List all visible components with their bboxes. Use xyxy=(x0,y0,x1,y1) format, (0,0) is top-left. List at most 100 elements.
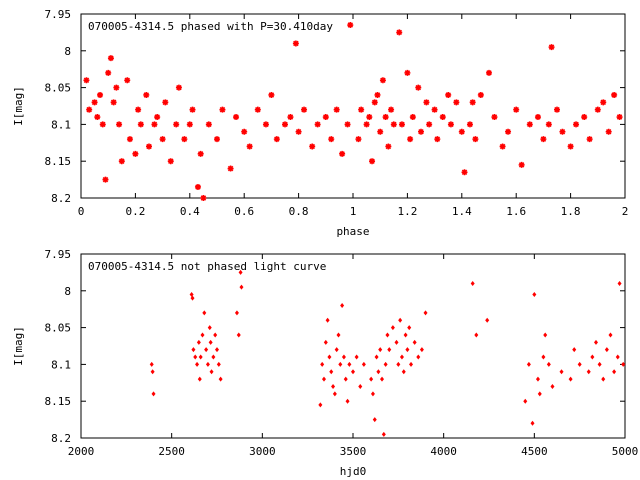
data-point xyxy=(162,99,169,106)
data-point xyxy=(466,121,473,128)
data-point xyxy=(601,376,606,382)
data-point xyxy=(246,143,253,150)
data-point xyxy=(186,121,193,128)
data-point xyxy=(387,347,392,353)
data-point xyxy=(407,136,414,143)
data-point xyxy=(321,376,326,382)
data-point xyxy=(550,383,555,389)
data-point xyxy=(581,114,588,121)
x-tick-label: 2 xyxy=(622,205,629,218)
y-tick-label: 7.95 xyxy=(45,248,72,261)
data-point xyxy=(541,354,546,360)
data-point xyxy=(268,91,275,98)
y-tick-label: 8.05 xyxy=(45,82,72,95)
data-point xyxy=(329,369,334,375)
data-point xyxy=(526,121,533,128)
y-tick-label: 8.15 xyxy=(45,155,72,168)
data-point xyxy=(143,91,150,98)
data-point xyxy=(333,106,340,113)
data-point xyxy=(572,347,577,353)
data-point xyxy=(611,91,618,98)
data-point xyxy=(385,332,390,338)
data-point xyxy=(197,376,202,382)
x-tick-label: 4500 xyxy=(521,445,548,458)
data-point xyxy=(396,361,401,367)
data-point xyxy=(159,136,166,143)
data-point xyxy=(233,114,240,121)
data-point xyxy=(338,361,343,367)
data-point xyxy=(513,106,520,113)
data-point xyxy=(189,106,196,113)
data-point xyxy=(372,417,377,423)
x-tick-label: 2000 xyxy=(68,445,95,458)
data-point xyxy=(546,361,551,367)
data-point xyxy=(615,354,620,360)
data-point xyxy=(474,332,479,338)
data-point xyxy=(328,136,335,143)
data-point xyxy=(419,347,424,353)
x-tick-label: 1 xyxy=(350,205,357,218)
data-point xyxy=(374,91,381,98)
data-point xyxy=(532,291,537,297)
data-point xyxy=(181,136,188,143)
data-point xyxy=(91,99,98,106)
data-point xyxy=(604,347,609,353)
data-point xyxy=(341,354,346,360)
data-point xyxy=(559,369,564,375)
x-axis-label: hjd0 xyxy=(340,465,367,478)
data-point xyxy=(314,121,321,128)
data-point xyxy=(214,136,220,143)
y-axis-label: I[mag] xyxy=(12,86,25,126)
data-point xyxy=(388,106,395,113)
data-point xyxy=(426,121,433,128)
x-tick-label: 0.8 xyxy=(289,205,309,218)
x-tick-label: 4000 xyxy=(430,445,457,458)
data-point xyxy=(409,114,416,121)
data-point xyxy=(149,361,154,367)
data-point xyxy=(126,136,133,143)
data-point xyxy=(369,158,376,165)
data-point xyxy=(102,176,109,183)
data-point xyxy=(202,310,207,316)
data-point xyxy=(605,128,612,135)
data-point xyxy=(99,121,106,128)
data-point xyxy=(590,354,595,360)
data-point xyxy=(534,114,541,121)
data-point xyxy=(361,361,366,367)
data-point xyxy=(151,391,156,397)
data-point xyxy=(374,354,379,360)
y-tick-label: 8.05 xyxy=(45,322,72,335)
data-point xyxy=(537,391,542,397)
data-point xyxy=(439,114,446,121)
data-point xyxy=(146,143,152,150)
data-point xyxy=(470,280,475,286)
data-point xyxy=(345,398,350,404)
data-point xyxy=(363,121,370,128)
data-point xyxy=(344,121,351,128)
data-point xyxy=(215,347,219,353)
data-point xyxy=(616,114,623,121)
data-point xyxy=(227,165,234,172)
data-point xyxy=(322,114,329,121)
data-point xyxy=(197,150,204,157)
data-point xyxy=(332,391,337,397)
y-tick-label: 8.2 xyxy=(51,192,71,205)
data-point xyxy=(205,121,212,128)
data-point xyxy=(379,77,386,84)
lightcurve-panel: 2000 2500 3000 3500 4000 4500 5000 7.95 8 8.05 8.1… xyxy=(12,248,638,478)
data-point xyxy=(399,354,404,360)
data-point xyxy=(477,91,484,98)
data-point xyxy=(621,361,626,367)
data-point xyxy=(380,376,385,382)
data-point xyxy=(568,376,573,382)
data-point xyxy=(207,325,212,331)
data-point xyxy=(398,317,403,323)
data-point xyxy=(594,106,601,113)
data-point xyxy=(401,369,406,375)
data-point xyxy=(608,332,613,338)
data-point xyxy=(282,121,288,128)
data-point xyxy=(371,99,378,106)
data-point xyxy=(205,361,210,367)
data-point xyxy=(135,106,142,113)
data-point xyxy=(453,99,460,106)
